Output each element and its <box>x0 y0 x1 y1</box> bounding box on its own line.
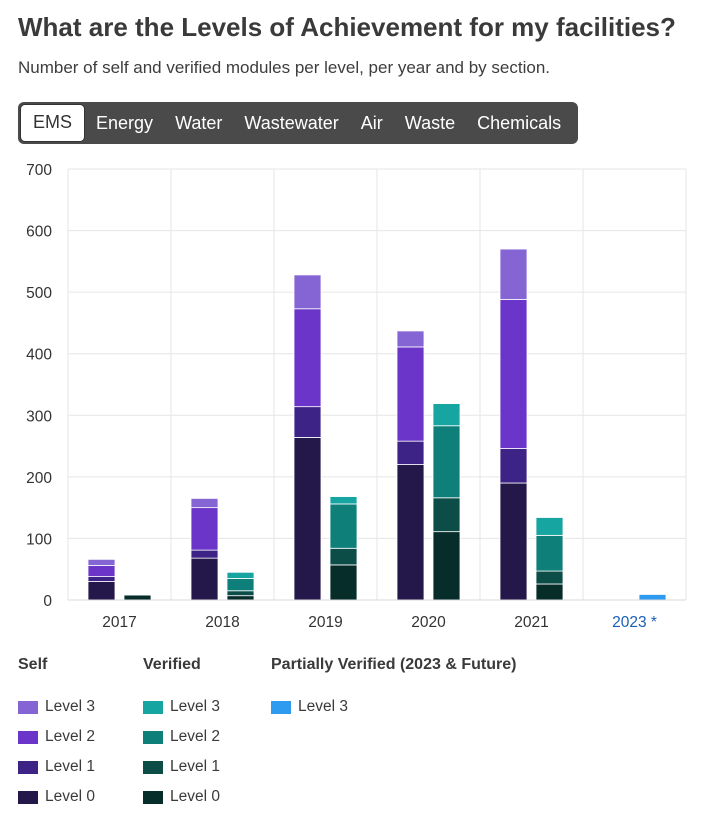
legend-verified-level0[interactable]: Level 0 <box>143 782 220 812</box>
bar-segment <box>293 274 322 310</box>
swatch-verified-level2 <box>143 730 163 744</box>
bar-segment <box>226 578 255 592</box>
y-tick-label: 600 <box>26 224 52 241</box>
x-tick-label: 2021 <box>514 614 548 631</box>
legend-label: Level 3 <box>298 698 348 715</box>
x-tick-label: 2020 <box>411 614 446 631</box>
bar-segment <box>432 497 461 533</box>
bar-segment <box>329 503 358 549</box>
bar-segment <box>396 330 425 348</box>
bar-segment <box>87 576 116 582</box>
bar-segment <box>432 403 461 427</box>
bar-segment <box>329 547 358 566</box>
x-tick-label: 2018 <box>205 614 239 631</box>
tab-air[interactable]: Air <box>360 113 383 133</box>
legend-self-level1[interactable]: Level 1 <box>18 752 95 782</box>
x-tick-label: 2023 * <box>612 614 657 631</box>
tab-water[interactable]: Water <box>175 113 223 133</box>
bar-segment <box>329 564 358 601</box>
bar-segment <box>535 583 564 601</box>
bar-segment <box>396 440 425 465</box>
legend-verified-level1[interactable]: Level 1 <box>143 752 220 782</box>
page-title: What are the Levels of Achievement for m… <box>18 12 676 42</box>
y-tick-label: 100 <box>26 531 52 548</box>
swatch-partial-level3 <box>271 700 291 714</box>
legend-label: Level 0 <box>45 788 95 805</box>
bar-segment <box>293 406 322 438</box>
bar-segment <box>396 464 425 601</box>
x-tick-label: 2019 <box>308 614 342 631</box>
swatch-self-level2 <box>18 730 38 744</box>
tab-ems[interactable]: EMS <box>20 104 86 142</box>
legend-verified: Verified Level 3 Level 2 Level 1 Level 0 <box>143 656 220 812</box>
bar-segment <box>293 437 322 601</box>
bar-segment <box>535 534 564 572</box>
legend-label: Level 1 <box>170 758 220 775</box>
tab-chemicals[interactable]: Chemicals <box>477 113 562 133</box>
legend-verified-title: Verified <box>143 656 201 673</box>
legend-label: Level 3 <box>45 698 95 715</box>
legend-self: Self Level 3 Level 2 Level 1 Level 0 <box>18 656 95 812</box>
legend-partial-level3[interactable]: Level 3 <box>271 692 516 722</box>
swatch-self-level3 <box>18 700 38 714</box>
legend-verified-level3[interactable]: Level 3 <box>143 692 220 722</box>
bar-segment <box>226 595 255 601</box>
bar-segment <box>190 507 219 551</box>
swatch-verified-level0 <box>143 790 163 804</box>
legend-self-level2[interactable]: Level 2 <box>18 722 95 752</box>
bar-segment <box>87 558 116 566</box>
legend-label: Level 3 <box>170 698 220 715</box>
bar-segment <box>396 346 425 442</box>
legend-label: Level 2 <box>170 728 220 745</box>
y-tick-label: 400 <box>26 347 52 364</box>
x-tick-label: 2017 <box>102 614 136 631</box>
bar-segment <box>190 557 219 601</box>
legend-partial: Partially Verified (2023 & Future) Level… <box>271 656 516 722</box>
legend-label: Level 2 <box>45 728 95 745</box>
tab-waste[interactable]: Waste <box>404 113 456 133</box>
page-subtitle: Number of self and verified modules per … <box>18 58 550 77</box>
bar-segment <box>499 482 528 601</box>
y-tick-label: 200 <box>26 470 52 487</box>
swatch-self-level0 <box>18 790 38 804</box>
y-tick-label: 700 <box>26 162 52 179</box>
bar-segment <box>226 571 255 579</box>
section-tabs: EMS Energy Water Wastewater Air Waste Ch… <box>18 102 579 144</box>
bar-segment <box>432 531 461 601</box>
legend-self-level0[interactable]: Level 0 <box>18 782 95 812</box>
bar-segment <box>499 448 528 484</box>
y-tick-label: 300 <box>26 408 52 425</box>
swatch-self-level1 <box>18 760 38 774</box>
swatch-verified-level1 <box>143 760 163 774</box>
bar-segment <box>638 594 667 601</box>
tab-energy[interactable]: Energy <box>96 113 154 133</box>
bar-segment <box>432 425 461 499</box>
levels-bar-chart: 0 100 200 300 400 500 600 700 2017 2018 2019 2020 20… <box>26 162 687 631</box>
bar-segment <box>87 581 116 601</box>
bar-segment <box>123 594 152 601</box>
bar-segment <box>535 517 564 536</box>
legend-self-title: Self <box>18 656 48 673</box>
bar-segment <box>190 498 219 509</box>
y-tick-label: 500 <box>26 285 52 302</box>
swatch-verified-level3 <box>143 700 163 714</box>
bar-segment <box>535 570 564 585</box>
legend-label: Level 1 <box>45 758 95 775</box>
bar-segment <box>87 565 116 578</box>
bar-segment <box>293 308 322 408</box>
bar-segment <box>329 496 358 505</box>
tab-wastewater[interactable]: Wastewater <box>244 113 339 133</box>
bar-segment <box>499 248 528 300</box>
bar-segment <box>226 590 255 597</box>
bar-segment <box>499 299 528 449</box>
bar-segment <box>190 549 219 559</box>
legend-self-level3[interactable]: Level 3 <box>18 692 95 722</box>
y-tick-label: 0 <box>43 593 52 610</box>
legend-label: Level 0 <box>170 788 220 805</box>
legend-verified-level2[interactable]: Level 2 <box>143 722 220 752</box>
legend-partial-title: Partially Verified (2023 & Future) <box>271 656 517 673</box>
